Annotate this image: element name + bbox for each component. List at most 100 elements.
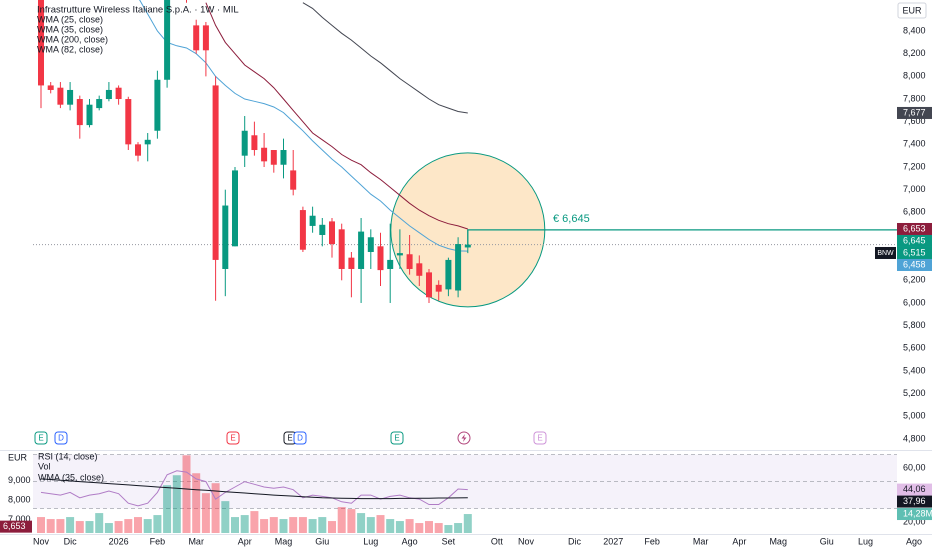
currency-box[interactable] (897, 2, 927, 19)
axis-value-box (897, 483, 932, 496)
x-tick-label: Dic (64, 536, 77, 546)
event-marker (293, 431, 307, 445)
candle-body (358, 231, 365, 269)
axis-value-box (897, 258, 932, 271)
volume-bar (405, 519, 414, 533)
dividend-event[interactable] (457, 431, 471, 445)
left-tick-label: 8,000 (8, 494, 31, 504)
y-tick-label: 4,800 (903, 433, 926, 443)
indicator-pane (33, 454, 897, 533)
legend-entry[interactable]: WMA (200, close) (37, 34, 108, 44)
event-label: E (230, 434, 235, 443)
x-tick-label: Nov (33, 536, 50, 546)
event-label: E (537, 434, 542, 443)
event-marker (34, 431, 48, 445)
ma-line (205, 2, 468, 230)
candle-body (241, 130, 248, 156)
candle-body (202, 25, 209, 51)
y-tick-label: 5,400 (903, 365, 926, 375)
volume-bar (454, 523, 463, 533)
volume-bar (192, 473, 201, 533)
axis-value-label: 14,28M (903, 508, 932, 518)
legend-entry[interactable]: RSI (14, close) (38, 451, 98, 461)
legend-entry[interactable]: WMA (82, close) (37, 44, 103, 54)
candle-body (212, 85, 219, 260)
volume-bar (231, 517, 239, 533)
axis-value-box (897, 106, 932, 119)
candle-body (290, 170, 297, 190)
volume-bar (318, 517, 327, 533)
candle-body (96, 99, 103, 109)
x-tick-label: Giu (315, 536, 329, 546)
candle-body (406, 254, 413, 269)
volume-bar (269, 517, 278, 533)
volume-bar (172, 475, 181, 533)
x-tick-label: Set (442, 536, 456, 546)
event-marker (390, 431, 404, 445)
candle-body (329, 221, 335, 245)
candle-body (251, 135, 258, 151)
axis-value-label: 37,96 (903, 496, 926, 506)
candle-body (416, 263, 423, 276)
event-label: E (394, 434, 399, 443)
legend-entry[interactable]: WMA (35, close) (37, 24, 103, 34)
candle-body (455, 244, 462, 291)
axis-value-box (897, 508, 932, 521)
y-tick-label: 6,800 (903, 207, 926, 217)
volume-bar (56, 519, 65, 533)
x-tick-label: Giu (820, 536, 834, 546)
x-tick-label: Apr (732, 536, 746, 546)
volume-bar (221, 501, 230, 533)
axis-value-label: 6,458 (903, 259, 926, 269)
y-tick-label: 7,400 (903, 139, 926, 149)
x-tick-label: 2027 (603, 536, 623, 546)
volume-bar (201, 493, 210, 533)
candle-body (135, 144, 141, 156)
legend-entry[interactable]: WMA (25, close) (37, 14, 103, 24)
volume-bar (289, 517, 298, 533)
candle-body (435, 284, 442, 292)
x-tick-label: Mag (275, 536, 293, 546)
volume-bar (425, 521, 433, 533)
volume-bar (104, 523, 113, 533)
volume-bar (250, 511, 259, 533)
axis-value-label: 6,653 (903, 223, 926, 233)
legend-entry[interactable]: Vol (38, 461, 51, 471)
event-marker (533, 431, 547, 445)
axis-value-box (897, 495, 932, 508)
candle-body (105, 89, 112, 100)
y-tick-label: 5,600 (903, 343, 926, 353)
x-tick-label: Apr (238, 536, 252, 546)
rsi-line (40, 470, 468, 507)
x-tick-label: Ott (491, 536, 504, 546)
axis-value-label: 6,515 (903, 247, 926, 257)
volume-bar (134, 517, 142, 533)
event-marker (226, 431, 240, 445)
x-tick-label: Dic (568, 536, 581, 546)
x-tick-label: 2026 (109, 536, 129, 546)
candle-body (76, 99, 83, 126)
candle-body (67, 89, 74, 105)
candle-body (270, 150, 277, 165)
candle-body (387, 259, 394, 269)
volume-bar (211, 483, 220, 533)
candle-body (367, 237, 374, 252)
y-tick-label: 8,200 (903, 48, 926, 58)
y-tick-label: 7,600 (903, 116, 926, 126)
x-tick-label: Nov (518, 536, 535, 546)
volume-bar (337, 507, 346, 533)
candle-body (38, 0, 44, 86)
legend-entry[interactable]: WMA (35, close) (38, 472, 104, 482)
candle-body (377, 246, 384, 271)
volume-bar (260, 519, 269, 533)
volume-bar (66, 517, 75, 533)
volume-bar (279, 519, 288, 533)
volume-bar (46, 519, 55, 533)
ma-line (302, 2, 468, 114)
candle-body (144, 139, 151, 145)
currency[interactable]: EUR (902, 5, 922, 15)
event-icon[interactable] (461, 434, 467, 442)
event-marker (54, 431, 68, 445)
